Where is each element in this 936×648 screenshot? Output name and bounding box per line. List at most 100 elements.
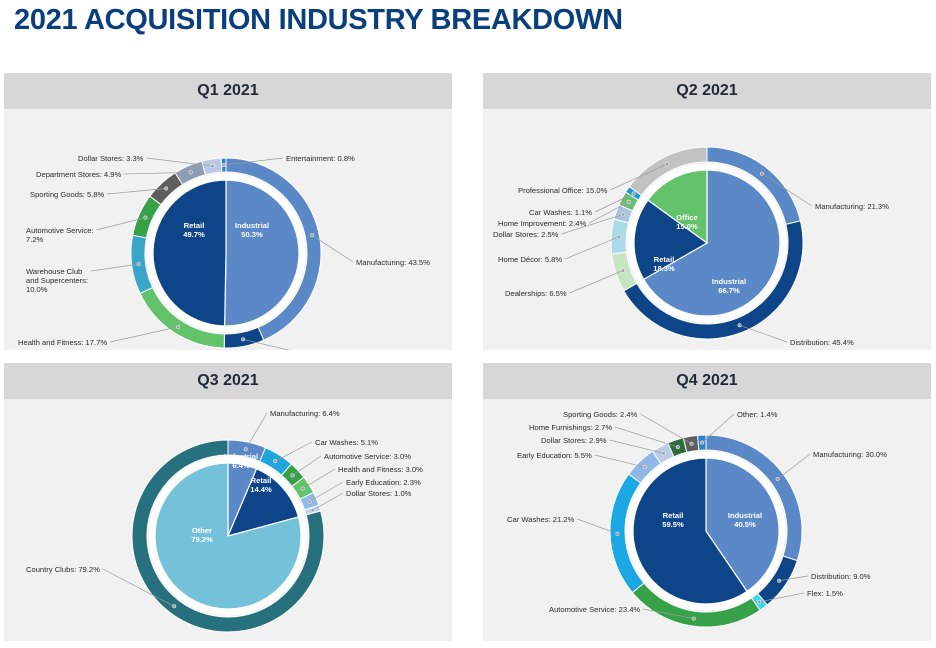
leader-line: [91, 263, 139, 272]
leader-line: [275, 441, 313, 462]
inner-label: Industrial: [235, 221, 269, 230]
inner-slice-office: [647, 169, 708, 245]
leader-dot: [310, 233, 315, 238]
leader-line: [643, 608, 694, 619]
outer-label-dealerships: Dealerships: 6.5%: [505, 289, 567, 298]
leader-dot: [626, 199, 631, 204]
leader-line: [565, 236, 619, 260]
inner-label: Industrial: [224, 452, 258, 461]
outer-label-manufacturing: Manufacturing: 43.5%: [356, 258, 430, 267]
inner-label: Industrial: [712, 277, 746, 286]
leader-line: [107, 188, 167, 195]
outer-slice-country-clubs: [131, 439, 325, 633]
leader-dot: [164, 186, 169, 191]
leader-dot: [621, 212, 626, 217]
leader-dot: [615, 531, 620, 536]
leader-line: [146, 157, 213, 167]
page-title: 2021 ACQUISITION INDUSTRY BREAKDOWN: [14, 4, 623, 36]
outer-label-sporting-goods: Sporting Goods: 5.8%: [30, 190, 105, 199]
leader-dot: [136, 261, 141, 267]
outer-label-manufacturing: Manufacturing: 6.4%: [270, 409, 340, 418]
outer-label-sporting-goods: Sporting Goods: 2.4%: [563, 410, 638, 419]
leader-dot: [616, 234, 621, 239]
leader-dot: [210, 163, 215, 169]
panel-title: Q4 2021: [483, 363, 931, 399]
leader-dot: [675, 445, 680, 450]
leader-dot: [642, 465, 647, 470]
outer-label-flex: Flex: 1.5%: [807, 589, 843, 598]
leader-dot: [664, 162, 669, 167]
outer-label-warehouse-club-and-supercenters: Warehouse Club and Supercenters: 10.0%: [26, 267, 88, 294]
leader-dot: [273, 459, 278, 464]
inner-slice-retail: [633, 199, 709, 281]
panel-title: Q2 2021: [483, 73, 931, 109]
inner-value-label: 15.0%: [676, 222, 698, 231]
leader-dot: [759, 171, 764, 176]
leader-dot: [631, 191, 636, 196]
leader-line: [311, 234, 354, 263]
outer-label-manufacturing: Manufacturing: 21.3%: [815, 202, 889, 211]
inner-slice-retail: [152, 179, 227, 327]
panel-q1: Q1 2021 Industrial 50.3% Retail 49.7% Manufa…: [4, 73, 452, 350]
outer-label-dollar-stores: Dollar Stores: 2.9%: [541, 436, 607, 445]
panel-q4: Q4 2021 Industrial 40.5% Retail 59.5% Manufa…: [483, 363, 931, 641]
leader-line: [589, 201, 629, 224]
inner-label: Retail: [663, 511, 684, 520]
outer-label-dollar-stores: Dollar Stores: 1.0%: [346, 489, 412, 498]
inner-label: Industrial: [728, 511, 762, 520]
panel-title: Q3 2021: [4, 363, 452, 399]
inner-slice-industrial: [642, 169, 781, 317]
inner-value-label: 40.5%: [734, 520, 756, 529]
leader-dot: [300, 486, 305, 491]
outer-label-professional-office: Professional Office: 15.0%: [518, 186, 608, 195]
outer-label-distribution: Distribution: 6.8%: [304, 349, 364, 350]
leader-dot: [661, 451, 666, 456]
outer-label-home-furnishings: Home Furnishings: 2.7%: [529, 423, 612, 432]
leader-dot: [757, 599, 762, 604]
leader-dot: [240, 337, 246, 342]
leader-line: [640, 413, 692, 444]
inner-slice-retail: [632, 457, 748, 605]
inner-value-label: 6.4%: [232, 461, 250, 470]
inner-label: Retail: [654, 255, 675, 264]
leader-line: [594, 454, 645, 468]
outer-slice-professional-office: [628, 146, 708, 197]
leader-line: [102, 568, 175, 607]
outer-label-early-education: Early Education: 5.5%: [517, 451, 592, 460]
leader-line: [609, 439, 664, 454]
outer-label-car-washes: Car Washes: 21.2%: [507, 515, 574, 524]
outer-label-entertainment: Entertainment: 0.8%: [286, 154, 355, 163]
panel-q3: Q3 2021 Industrial 6.4% Retail 14.4% Other 79…: [4, 363, 452, 641]
leader-line: [124, 171, 191, 175]
outer-label-distribution: Distribution: 45.4%: [790, 338, 854, 347]
inner-slice-retail: [226, 468, 300, 537]
leader-line: [110, 326, 179, 343]
leader-dot: [700, 440, 705, 445]
leader-line: [223, 157, 284, 166]
leader-dot: [243, 447, 248, 452]
outer-label-dollar-stores: Dollar Stores: 3.3%: [78, 154, 144, 163]
leader-line: [302, 468, 336, 489]
leader-dot: [775, 476, 780, 482]
leader-line: [615, 426, 678, 448]
leader-dot: [737, 323, 742, 328]
inner-label: Retail: [184, 221, 205, 230]
outer-label-dollar-stores: Dollar Stores: 2.5%: [493, 230, 559, 239]
inner-value-label: 14.4%: [250, 485, 272, 494]
outer-label-country-clubs: Country Clubs: 79.2%: [26, 565, 100, 574]
leader-dot: [691, 616, 696, 621]
leader-line: [777, 453, 811, 480]
leader-dot: [221, 162, 226, 168]
leader-line: [610, 163, 667, 191]
leader-line: [779, 575, 809, 582]
outer-label-car-washes: Car Washes: 1.1%: [529, 208, 592, 217]
outer-label-distribution: Distribution: 9.0%: [811, 572, 871, 581]
inner-value-label: 79.2%: [191, 535, 213, 544]
leader-dot: [620, 268, 625, 273]
inner-value-label: 66.7%: [718, 286, 740, 295]
inner-value-label: 18.3%: [653, 264, 675, 273]
inner-value-label: 49.7%: [183, 230, 205, 239]
